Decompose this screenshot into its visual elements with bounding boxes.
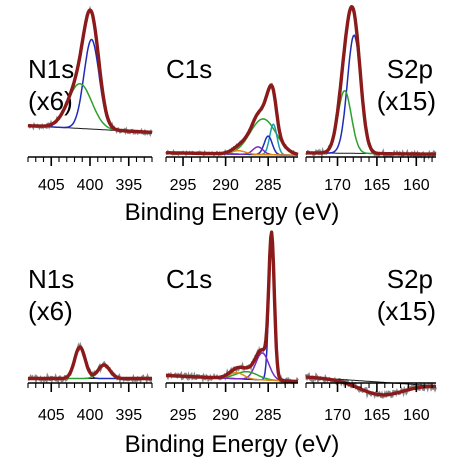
envelope-bottom-n1s [27, 345, 153, 381]
panel-multiplier-top-n1s: (x6) [28, 86, 73, 116]
envelope-bottom-c1s [165, 230, 299, 384]
panel-bottom-s2p: S2p (x15) 170 165 160 [304, 264, 438, 424]
envelope-top-s2p [305, 5, 437, 156]
tick-label-top-c1s-0: 295 [170, 177, 197, 194]
panel-label-top-s2p: S2p [387, 54, 433, 84]
panel-label-bottom-n1s: N1s [28, 264, 74, 294]
raw-data-bottom-n1s [27, 341, 153, 385]
panel-top-n1s: N1s (x6) 405 400 395 [27, 5, 153, 194]
panel-multiplier-top-s2p: (x15) [377, 86, 436, 116]
tick-label-top-n1s-0: 405 [38, 177, 65, 194]
tick-label-top-n1s-1: 400 [77, 177, 104, 194]
panel-bottom-c1s: C1s 295 290 285 [165, 230, 299, 424]
tick-label-bottom-n1s-2: 395 [115, 407, 142, 424]
panel-label-top-n1s: N1s [28, 54, 74, 84]
envelope-bottom-s2p [305, 375, 437, 397]
tick-label-bottom-c1s-0: 295 [170, 407, 197, 424]
envelope-top-n1s [27, 8, 153, 135]
tick-label-bottom-c1s-2: 285 [255, 407, 282, 424]
tick-label-top-s2p-0: 170 [324, 177, 351, 194]
tick-label-top-n1s-2: 395 [115, 177, 142, 194]
panel-multiplier-bottom-n1s: (x6) [28, 296, 73, 326]
tick-label-top-c1s-2: 285 [255, 177, 282, 194]
tick-label-bottom-n1s-0: 405 [38, 407, 65, 424]
tick-label-bottom-c1s-1: 290 [212, 407, 239, 424]
panel-label-bottom-s2p: S2p [387, 264, 433, 294]
panel-label-top-c1s: C1s [166, 54, 212, 84]
panel-top-c1s: C1s 295 290 285 [165, 54, 299, 194]
panel-multiplier-bottom-s2p: (x15) [377, 296, 436, 326]
panel-top-s2p: S2p (x15) 170 165 160 [305, 5, 437, 194]
envelope-top-c1s [165, 83, 299, 156]
tick-label-top-s2p-1: 165 [364, 177, 391, 194]
tick-label-bottom-s2p-0: 170 [324, 407, 351, 424]
panel-bottom-n1s: N1s (x6) 405 400 395 [27, 264, 153, 424]
panel-label-bottom-c1s: C1s [166, 264, 212, 294]
row-bottom: N1s (x6) 405 400 395 C1s 295 290 285 S2p… [27, 230, 438, 458]
tick-label-bottom-s2p-1: 165 [364, 407, 391, 424]
x-axis-label-top: Binding Energy (eV) [125, 199, 340, 226]
tick-label-top-s2p-2: 160 [403, 177, 430, 194]
tick-label-bottom-s2p-2: 160 [403, 407, 430, 424]
x-axis-label-bottom: Binding Energy (eV) [125, 431, 340, 458]
tick-label-bottom-n1s-1: 400 [77, 407, 104, 424]
row-top: N1s (x6) 405 400 395 C1s 295 290 285 S2p… [27, 5, 437, 226]
tick-label-top-c1s-1: 290 [212, 177, 239, 194]
